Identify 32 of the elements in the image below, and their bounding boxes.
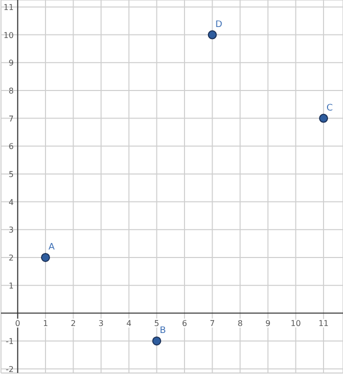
x-tick-label: 6: [182, 319, 188, 328]
annotation: A: [48, 242, 56, 252]
y-tick-label: 6: [8, 142, 14, 152]
y-tick-label: 7: [8, 114, 14, 124]
annotation: C: [326, 103, 333, 114]
point: [319, 114, 328, 123]
x-tick-label: 9: [265, 319, 270, 328]
y-tick-label: 9: [8, 58, 14, 68]
point: [40, 252, 50, 262]
x-tick-label: 1: [42, 319, 48, 328]
point: [208, 30, 217, 40]
x-tick-label: 11: [318, 319, 329, 328]
y-tick-label: 10: [3, 30, 14, 40]
x-tick-label: 8: [238, 319, 243, 328]
x-tick-label: 5: [154, 319, 160, 328]
x-tick-label: 2: [70, 319, 76, 328]
x-tick-label: 10: [290, 319, 301, 328]
x-tick-label: 3: [98, 319, 104, 328]
y-tick-label: 8: [8, 86, 14, 96]
y-tick-label: 5: [8, 170, 14, 179]
point: [152, 336, 162, 346]
y-tick-label: -1: [6, 336, 14, 346]
y-tick-label: -2: [6, 364, 14, 374]
y-tick-label: 2: [8, 253, 14, 262]
x-tick-label: 4: [126, 319, 132, 328]
y-tick-label: 3: [8, 226, 14, 235]
annotation: B: [160, 326, 166, 336]
annotation: D: [215, 20, 222, 30]
y-tick-label: 4: [8, 198, 14, 207]
y-tick-label: 11: [3, 2, 14, 12]
y-tick-label: 1: [8, 281, 14, 290]
x-tick-label: 7: [210, 319, 215, 328]
